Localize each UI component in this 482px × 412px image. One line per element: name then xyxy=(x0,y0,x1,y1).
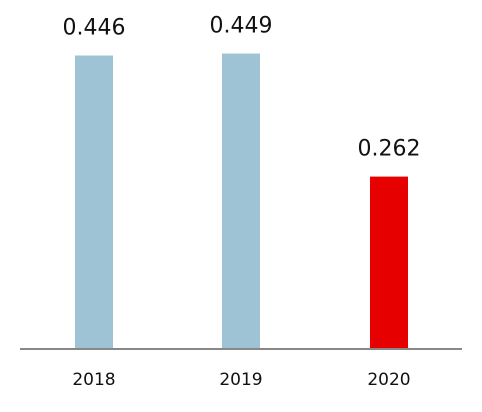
value-label-2019: 0.449 xyxy=(210,14,273,39)
value-label-2020: 0.262 xyxy=(358,137,421,162)
x-tick-label-2020: 2020 xyxy=(367,370,410,390)
bar-2018 xyxy=(75,55,113,349)
bar-2019 xyxy=(222,53,260,350)
bar-2020 xyxy=(370,176,408,349)
x-tick-label-2019: 2019 xyxy=(219,370,262,390)
x-tick-label-2018: 2018 xyxy=(72,370,115,390)
value-label-2018: 0.446 xyxy=(63,16,126,41)
